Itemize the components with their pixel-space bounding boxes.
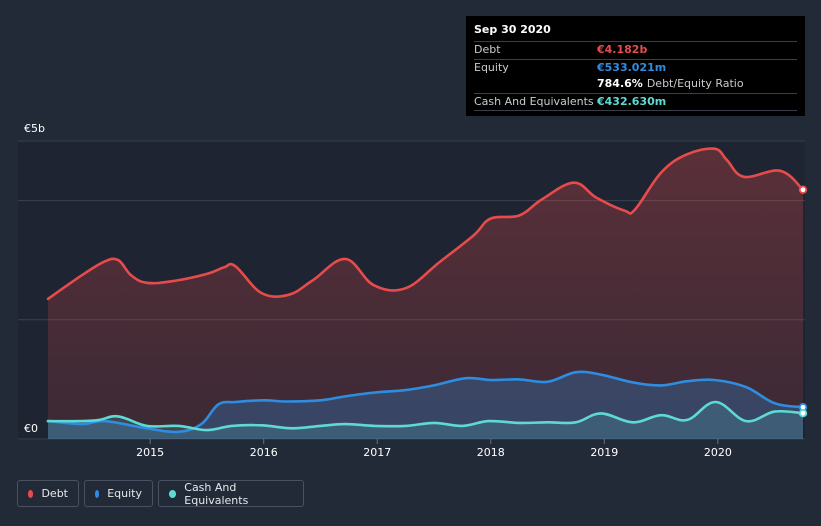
tooltip-row-debt: Debt €4.182b bbox=[474, 42, 797, 60]
x-tick-label: 2016 bbox=[250, 446, 278, 459]
legend-label-cash: Cash And Equivalents bbox=[184, 480, 249, 507]
legend-label-equity: Equity bbox=[107, 487, 142, 500]
legend-label-debt: Debt bbox=[41, 487, 68, 500]
x-tick-label: 2015 bbox=[136, 446, 164, 459]
equity-area bbox=[48, 371, 803, 439]
x-tick-label: 2019 bbox=[590, 446, 618, 459]
debt-end-marker bbox=[798, 185, 808, 194]
legend-dot-debt bbox=[28, 489, 34, 498]
series-lines bbox=[46, 147, 805, 434]
x-tick-label: 2020 bbox=[704, 446, 732, 459]
y-axis-label-top: €5b bbox=[24, 122, 45, 135]
x-tick-label: 2017 bbox=[363, 446, 391, 459]
tooltip-debt-value: €4.182b bbox=[597, 43, 648, 56]
tooltip-ratio-value: 784.6% bbox=[597, 77, 643, 90]
cash-line bbox=[46, 400, 805, 432]
legend-item-cash[interactable]: Cash And Equivalents bbox=[158, 480, 304, 507]
cash-area bbox=[48, 401, 803, 439]
tooltip-date: Sep 30 2020 bbox=[474, 23, 797, 42]
tooltip-panel: Sep 30 2020 Debt €4.182b Equity €533.021… bbox=[466, 16, 805, 116]
tooltip-row-cash: Cash And Equivalents €432.630m bbox=[474, 94, 797, 111]
tooltip-row-ratio: 784.6% Debt/Equity Ratio bbox=[474, 76, 797, 94]
tooltip-equity-value: €533.021m bbox=[597, 60, 667, 74]
equity-line bbox=[46, 370, 805, 434]
tooltip-equity-label: Equity bbox=[474, 60, 509, 74]
debt-line bbox=[46, 147, 805, 301]
y-axis-label-bottom: €0 bbox=[24, 422, 38, 435]
debt-area bbox=[48, 148, 803, 439]
tooltip-ratio-label: Debt/Equity Ratio bbox=[646, 77, 744, 90]
legend-dot-equity bbox=[95, 489, 100, 498]
series-areas bbox=[48, 148, 803, 439]
legend-item-equity[interactable]: Equity bbox=[84, 480, 153, 507]
legend-dot-cash bbox=[169, 489, 177, 498]
x-axis-ticks: 2015 2016 2017 2018 2019 2020 bbox=[136, 439, 732, 459]
series-end-markers bbox=[798, 185, 808, 418]
cash-end-marker bbox=[798, 408, 808, 418]
legend-item-debt[interactable]: Debt bbox=[17, 480, 79, 507]
tooltip-row-equity: Equity €533.021m bbox=[474, 60, 797, 77]
tooltip-cash-label: Cash And Equivalents bbox=[474, 94, 594, 108]
tooltip-cash-value: €432.630m bbox=[597, 94, 667, 108]
tooltip-debt-label: Debt bbox=[474, 43, 501, 56]
x-tick-label: 2018 bbox=[477, 446, 505, 459]
